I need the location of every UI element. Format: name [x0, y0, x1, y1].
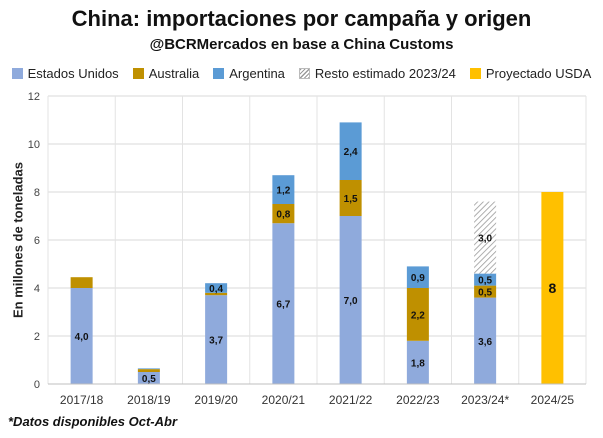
data-label: 0,5 [478, 276, 492, 287]
data-label: 2,2 [411, 310, 425, 321]
data-label: 1,5 [344, 194, 358, 205]
bar-segment-estados-unidos [205, 295, 228, 384]
footnote: *Datos disponibles Oct-Abr [8, 414, 178, 429]
legend-swatch-resto-estimado [298, 68, 310, 79]
legend-label-estados-unidos: Estados Unidos [27, 66, 119, 81]
data-label: 0,4 [209, 284, 223, 295]
bar-segment-australia [70, 277, 93, 288]
y-tick-label: 10 [28, 139, 40, 151]
x-tick-label: 2024/25 [531, 393, 575, 407]
bar-segment-australia [406, 288, 429, 341]
legend: Estados Unidos Australia Argentina Resto… [0, 66, 603, 81]
data-label: 1,8 [411, 358, 425, 369]
axes: 0 2 4 6 8 10 12 2017/18 2018/19 2019/20 2020/21 202… [28, 91, 586, 407]
bars [70, 122, 564, 384]
data-label: 0,9 [411, 273, 425, 284]
data-label: 0,8 [276, 210, 290, 221]
data-label: 3,7 [209, 336, 223, 347]
x-tick-label: 2022/23 [396, 393, 440, 407]
legend-label-resto-estimado: Resto estimado 2023/24 [314, 66, 456, 81]
value-labels: 4,0 0,5 3,7 0,4 6,7 0,8 1,2 7,0 1,5 2,4 1,8 2,2 0,9 3… [75, 147, 557, 385]
legend-label-australia: Australia [148, 66, 200, 81]
bar-segment-resto-estimado-2023-24 [474, 201, 497, 274]
x-tick-label: 2021/22 [329, 393, 373, 407]
legend-item-argentina: Argentina [213, 66, 285, 81]
bar-segment-estados-unidos [137, 372, 160, 384]
y-tick-label: 4 [34, 283, 40, 295]
bar-segment-australia [137, 369, 160, 372]
bar-segment-proyectado-usda [541, 192, 564, 384]
legend-item-proyectado-usda: Proyectado USDA [469, 66, 592, 81]
bar-segment-estados-unidos [70, 288, 93, 384]
y-tick-label: 8 [34, 187, 40, 199]
x-tick-label: 2018/19 [127, 393, 171, 407]
data-label: 0,5 [478, 288, 492, 299]
bar-segment-argentina [272, 175, 295, 204]
x-tick-label: 2023/24* [461, 393, 509, 407]
bar-segment-australia [339, 180, 362, 216]
y-tick-label: 12 [28, 91, 40, 103]
y-tick-label: 6 [34, 235, 40, 247]
legend-label-argentina: Argentina [229, 66, 285, 81]
gridlines [47, 95, 587, 385]
data-label: 1,2 [276, 186, 290, 197]
data-label: 4,0 [75, 332, 89, 343]
chart-subtitle: @BCRMercados en base a China Customs [149, 36, 454, 53]
data-label: 6,7 [276, 300, 290, 311]
legend-swatch-proyectado-usda [469, 68, 481, 79]
x-tick-label: 2019/20 [194, 393, 238, 407]
bar-segment-australia [474, 285, 497, 298]
bar-segment-estados-unidos [339, 216, 362, 384]
legend-swatch-australia [132, 68, 144, 79]
legend-swatch-estados-unidos [11, 68, 23, 79]
legend-item-estados-unidos: Estados Unidos [11, 66, 119, 81]
bar-segment-argentina [406, 266, 429, 288]
bar-segment-estados-unidos [474, 297, 497, 384]
legend-item-resto-estimado: Resto estimado 2023/24 [298, 66, 456, 81]
legend-swatch-argentina [213, 68, 225, 79]
data-label: 8 [548, 280, 556, 296]
data-label: 3,6 [478, 337, 492, 348]
y-tick-label: 0 [34, 379, 40, 391]
bar-segment-estados-unidos [272, 223, 295, 384]
data-label: 3,0 [478, 234, 492, 245]
bar-segment-argentina [474, 273, 497, 286]
chart-title: China: importaciones por campaña y orige… [71, 6, 532, 31]
data-label: 0,5 [142, 374, 156, 385]
bar-segment-australia [205, 292, 228, 296]
legend-label-proyectado-usda: Proyectado USDA [485, 66, 592, 81]
x-tick-label: 2017/18 [60, 393, 104, 407]
y-tick-label: 2 [34, 331, 40, 343]
bar-segment-estados-unidos [406, 340, 429, 384]
bar-segment-australia [272, 204, 295, 224]
x-tick-label: 2020/21 [262, 393, 306, 407]
data-label: 2,4 [344, 147, 358, 158]
bar-segment-argentina [205, 283, 228, 293]
data-label: 7,0 [344, 296, 358, 307]
bar-segment-argentina [339, 122, 362, 180]
bar-segment-argentina [137, 368, 160, 370]
legend-item-australia: Australia [132, 66, 200, 81]
